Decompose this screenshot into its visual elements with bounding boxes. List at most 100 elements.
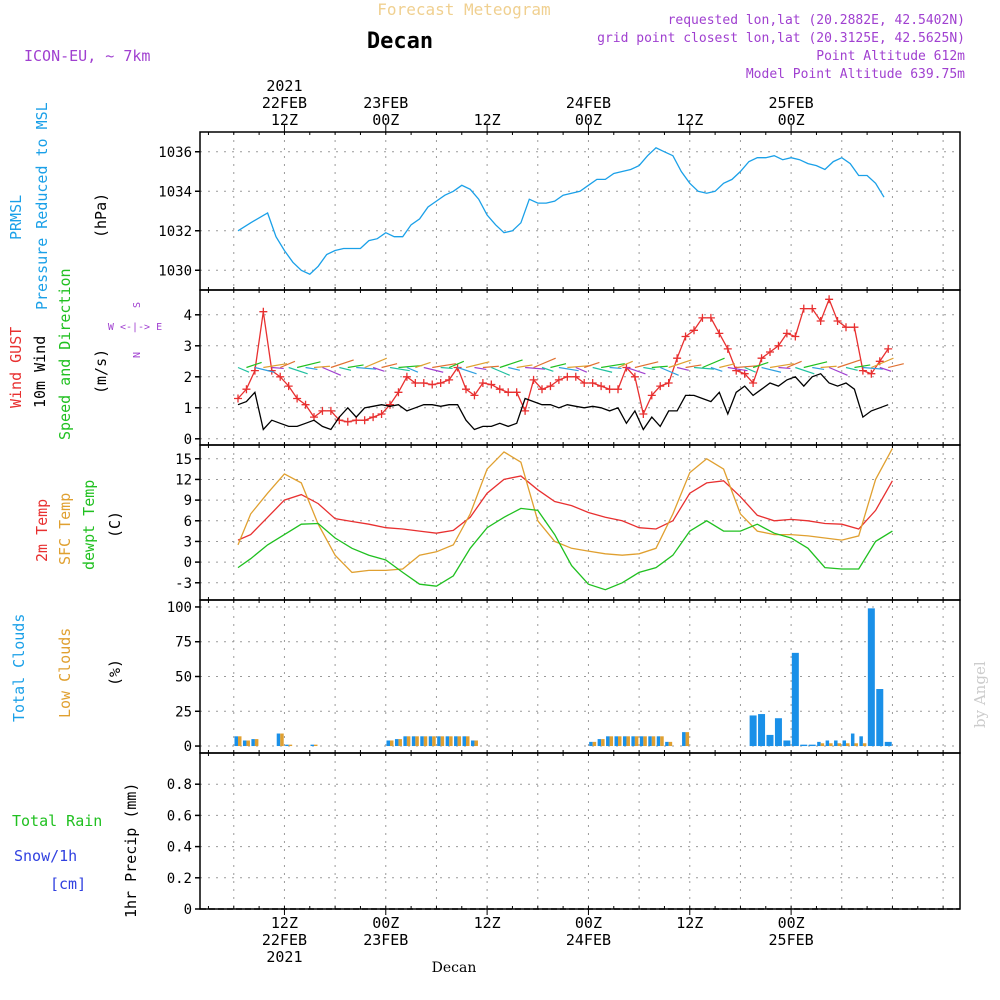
footer-location: Decan	[432, 960, 477, 976]
gust-point	[757, 354, 766, 363]
compass-we: W <-|-> E	[108, 322, 162, 333]
wind-direction-arrow	[415, 361, 431, 369]
y-tick-label: 15	[175, 452, 192, 468]
gust-point	[816, 317, 825, 325]
total-cloud-bar	[285, 744, 289, 747]
total-cloud-bar	[850, 733, 855, 747]
temp-ylabel: (C)	[106, 511, 124, 538]
y-tick-label: 0	[184, 432, 192, 448]
gust-point	[622, 363, 631, 372]
temp-title-1: 2m Temp	[33, 499, 51, 562]
total-cloud-bar	[386, 740, 390, 747]
model-point-altitude: Model Point Altitude 639.75m	[746, 67, 965, 82]
top-time-label: 00Z	[575, 111, 602, 129]
bottom-time-label: 2021	[266, 948, 302, 966]
point-altitude: Point Altitude 612m	[816, 49, 965, 64]
y-tick-label: 0.8	[167, 777, 192, 793]
gust-point	[301, 400, 310, 409]
gridpoint-location: grid point closest lon,lat (20.3125E, 42…	[597, 31, 965, 46]
gust-point	[842, 323, 850, 332]
wind-direction-arrow	[423, 366, 444, 373]
wind-direction-arrow	[769, 363, 794, 369]
wind-direction-arrow	[550, 363, 567, 369]
gust-point	[791, 332, 800, 341]
wind-title-3: Speed and Direction	[56, 268, 74, 440]
y-tick-label: 1030	[158, 263, 192, 279]
wind-direction-arrow	[626, 366, 646, 375]
total-cloud-bar	[403, 736, 407, 747]
top-time-label: 00Z	[778, 111, 805, 129]
wind-ylabel: (m/s)	[92, 349, 110, 394]
gust-point	[656, 382, 665, 391]
gust-point	[647, 391, 656, 400]
wind-direction-arrow	[364, 357, 388, 369]
wind-panel-labels: Wind GUST 10m Wind Speed and Direction (…	[7, 268, 162, 440]
wind-direction-arrow	[659, 366, 679, 376]
pressure-title-1: PRMSL	[7, 195, 25, 240]
bottom-time-label: 23FEB	[363, 931, 408, 949]
wind-direction-arrow	[525, 366, 546, 370]
top-time-label: 22FEB	[262, 94, 307, 112]
total-cloud-bar	[470, 740, 475, 747]
total-cloud-bar	[310, 744, 314, 747]
credit-text: by Angel	[971, 661, 989, 728]
wind-direction-arrow	[575, 366, 588, 373]
low-cloud-bar	[820, 743, 825, 747]
total-cloud-bar	[437, 736, 441, 747]
total-cloud-bar	[454, 736, 458, 747]
gust-point	[234, 394, 242, 403]
y-tick-label: 1032	[158, 224, 192, 240]
wind-direction-arrow	[474, 366, 487, 371]
gust-point	[546, 382, 555, 391]
gust-point	[690, 326, 698, 335]
wind-direction-arrow	[601, 363, 625, 369]
low-cloud-bar	[685, 732, 690, 747]
y-tick-label: 4	[184, 308, 192, 324]
gust-point	[588, 379, 597, 387]
total-cloud-bar	[445, 736, 450, 747]
total-cloud-bar	[774, 718, 782, 747]
gust-point	[639, 410, 648, 418]
total-cloud-bar	[842, 740, 846, 747]
low-cloud-bar	[246, 740, 250, 747]
total-cloud-bar	[834, 740, 838, 747]
low-cloud-bar	[668, 741, 673, 747]
gust-point	[377, 410, 386, 418]
precip-title-3: [cm]	[50, 875, 86, 893]
cloud-panel-labels: Total Clouds Low Clouds (%)	[10, 614, 124, 722]
wind-direction-arrow	[254, 366, 275, 373]
gust-point	[394, 388, 403, 397]
wind-direction-arrow	[685, 364, 702, 369]
wind-direction-arrow	[347, 364, 364, 369]
gust-point	[369, 413, 378, 422]
panel-frame	[199, 444, 961, 601]
gust-point	[470, 391, 479, 400]
chart-title: Decan	[367, 29, 433, 54]
gust-point	[436, 379, 445, 387]
gust-point	[343, 417, 352, 426]
gust-point	[529, 375, 538, 384]
wind-direction-arrow	[465, 361, 490, 369]
gust-point	[833, 317, 842, 325]
y-tick-label: 0.6	[167, 808, 192, 824]
y-tick-label: 3	[184, 534, 192, 550]
cloud-title-1: Total Clouds	[10, 614, 28, 722]
wind-direction-arrow	[541, 366, 554, 372]
wind-direction-arrow	[381, 363, 398, 369]
gust-point	[799, 304, 808, 313]
total-cloud-bar	[648, 736, 652, 747]
wind-direction-arrow	[330, 359, 354, 369]
low-cloud-bar	[837, 743, 842, 747]
y-tick-label: 0.4	[167, 840, 192, 856]
gust-point	[259, 307, 268, 316]
wind-direction-arrow	[406, 366, 419, 373]
gust-point	[318, 406, 327, 415]
wind-direction-arrow	[322, 366, 342, 376]
gust-point	[538, 385, 546, 394]
compass-n: N	[132, 352, 143, 358]
wind-direction-arrow	[296, 361, 321, 369]
total-cloud-bar	[867, 608, 875, 747]
low-cloud-bar	[601, 739, 605, 747]
temp-title-3: dewpt Temp	[80, 480, 98, 570]
total-cloud-bar	[606, 736, 610, 747]
